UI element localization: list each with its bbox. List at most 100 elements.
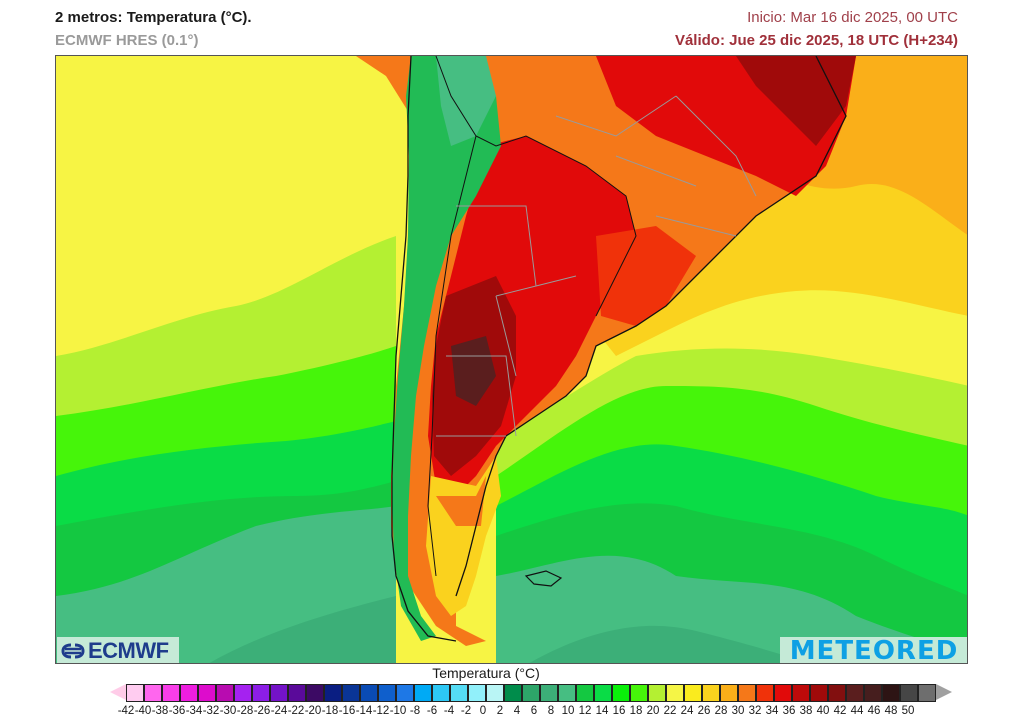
colorbar-cell [540,684,558,702]
temperature-colorbar [110,684,952,702]
colorbar-cell [378,684,396,702]
colorbar-cell [666,684,684,702]
colorbar-tick-label: -12 [372,705,390,717]
ecmwf-logo-text: ECMWF [88,638,169,663]
colorbar-tick-label: 4 [513,705,521,717]
colorbar-cell [828,684,846,702]
colorbar-tick-label: 32 [748,705,762,717]
colorbar-cell [450,684,468,702]
colorbar-tick-label: 46 [867,705,881,717]
colorbar-cell [684,684,702,702]
colorbar-cell [810,684,828,702]
colorbar-cell [504,684,522,702]
colorbar-tick-label: -42 [117,705,135,717]
colorbar-tick-label: 20 [646,705,660,717]
colorbar-cell [918,684,936,702]
colorbar-tick-label: 36 [782,705,796,717]
colorbar-tick-label: -26 [253,705,271,717]
colorbar-cell [576,684,594,702]
colorbar-cell [162,684,180,702]
colorbar-tick-label: 18 [629,705,643,717]
colorbar-tick-label: 0 [479,705,487,717]
colorbar-tick-label: 8 [547,705,555,717]
colorbar-cell [126,684,144,702]
colorbar-cell [432,684,450,702]
run-init-time: Inicio: Mar 16 dic 2025, 00 UTC [747,9,958,26]
colorbar-cell [900,684,918,702]
colorbar-cell [864,684,882,702]
colorbar-cell [774,684,792,702]
colorbar-tick-label: -8 [409,705,421,717]
colorbar-cell [306,684,324,702]
colorbar-cell [144,684,162,702]
colorbar-tick-label: 40 [816,705,830,717]
colorbar-low-arrow-icon [110,684,126,700]
colorbar-tick-label: -20 [304,705,322,717]
colorbar-tick-label: 22 [663,705,677,717]
colorbar-tick-label: -16 [338,705,356,717]
ecmwf-logo-icon [61,642,85,660]
colorbar-tick-label: 26 [697,705,711,717]
colorbar-cell [630,684,648,702]
colorbar-cell [198,684,216,702]
colorbar-cell [648,684,666,702]
colorbar-tick-label: 38 [799,705,813,717]
colorbar-tick-label: -30 [219,705,237,717]
colorbar-tick-label: 12 [578,705,592,717]
colorbar-tick-label: 10 [561,705,575,717]
colorbar-cell [486,684,504,702]
colorbar-cell [270,684,288,702]
colorbar-cell [522,684,540,702]
colorbar-cell [702,684,720,702]
colorbar-tick-label: 30 [731,705,745,717]
colorbar-cell [468,684,486,702]
colorbar-tick-label: 44 [850,705,864,717]
colorbar-tick-label: -24 [270,705,288,717]
colorbar-cell [612,684,630,702]
colorbar-tick-label: 28 [714,705,728,717]
colorbar-cell [594,684,612,702]
colorbar-cell [792,684,810,702]
meteored-logo: METEORED [780,636,967,664]
colorbar-cell [288,684,306,702]
colorbar-title: Temperatura (°C) [0,665,1024,681]
colorbar-cell [882,684,900,702]
colorbar-tick-label: 14 [595,705,609,717]
colorbar-cell [324,684,342,702]
colorbar-cell [846,684,864,702]
valid-time: Válido: Jue 25 dic 2025, 18 UTC (H+234) [674,32,958,49]
colorbar-cell [252,684,270,702]
colorbar-tick-label: -34 [185,705,203,717]
colorbar-tick-label: -36 [168,705,186,717]
colorbar-tick-label: -32 [202,705,220,717]
colorbar-cell [756,684,774,702]
colorbar-cell [216,684,234,702]
colorbar-tick-label: 16 [612,705,626,717]
colorbar-cell [720,684,738,702]
colorbar-tick-label: -22 [287,705,305,717]
colorbar-cell [234,684,252,702]
colorbar-cell [558,684,576,702]
ecmwf-logo: ECMWF [57,637,179,663]
temperature-field [56,56,967,663]
temperature-map[interactable]: ECMWF METEORED [55,55,968,664]
colorbar-high-arrow-icon [936,684,952,700]
colorbar-tick-label: -40 [134,705,152,717]
colorbar-tick-label: -38 [151,705,169,717]
colorbar-cell [342,684,360,702]
colorbar-tick-label: 24 [680,705,694,717]
colorbar-tick-label: 6 [530,705,538,717]
map-title: 2 metros: Temperatura (°C). [55,9,252,26]
colorbar-cells [126,684,936,702]
colorbar-cell [180,684,198,702]
model-subtitle: ECMWF HRES (0.1°) [55,32,199,49]
colorbar-tick-label: -6 [426,705,438,717]
colorbar-cell [360,684,378,702]
colorbar-tick-label: -10 [389,705,407,717]
colorbar-cell [738,684,756,702]
meteored-logo-text: METEORED [789,636,959,664]
colorbar-tick-label: -28 [236,705,254,717]
colorbar-tick-label: 34 [765,705,779,717]
colorbar-title-text: Temperatura (°C) [432,665,540,681]
colorbar-tick-label: -2 [460,705,472,717]
